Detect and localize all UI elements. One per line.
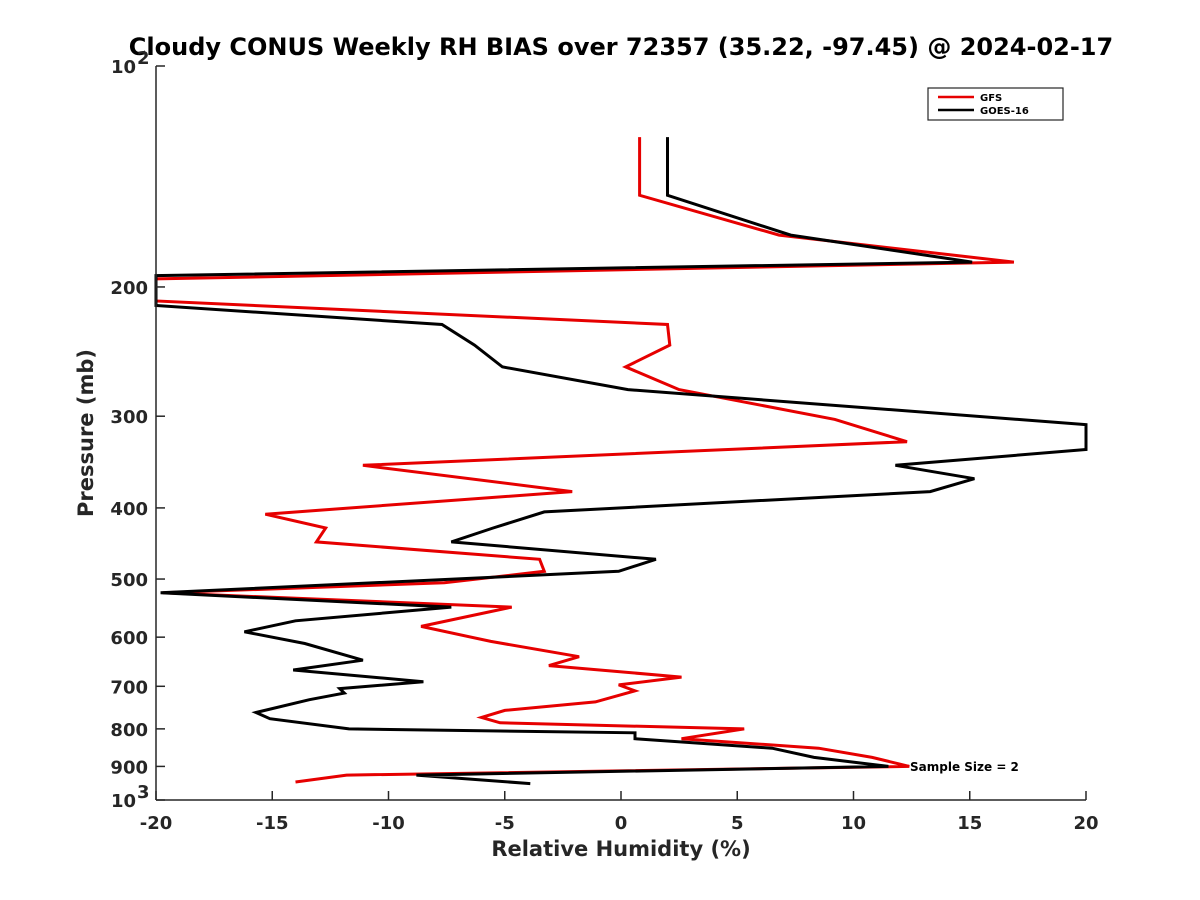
legend: GFS GOES-16 <box>927 87 1064 121</box>
sample-size-annotation: Sample Size = 2 <box>910 760 1019 774</box>
legend-box <box>927 87 1064 121</box>
plot-area <box>154 137 1088 786</box>
y-tick-label: 300 <box>110 407 148 428</box>
series-line-goes-16 <box>154 137 1088 786</box>
y-tick-label: 400 <box>110 499 148 520</box>
x-tick-label: 0 <box>615 813 628 834</box>
y-tick-label: 200 <box>110 278 148 299</box>
y-tick-exponent: 2 <box>137 48 150 69</box>
y-tick-exponent: 3 <box>137 782 150 803</box>
chart-title: Cloudy CONUS Weekly RH BIAS over 72357 (… <box>129 33 1113 61</box>
y-tick-label: 900 <box>110 757 148 778</box>
x-tick-label: 10 <box>841 813 866 834</box>
y-tick-label: 500 <box>110 570 148 591</box>
x-tick-label: 20 <box>1073 813 1098 834</box>
x-tick-label: 15 <box>957 813 982 834</box>
series-line-gfs <box>154 137 1015 784</box>
legend-label-gfs: GFS <box>980 93 1002 104</box>
y-tick-label: 600 <box>110 628 148 649</box>
y-axis-label: Pressure (mb) <box>74 349 98 517</box>
y-tick-label: 10 <box>111 791 136 812</box>
y-tick-label: 700 <box>110 677 148 698</box>
x-tick-label: -5 <box>495 813 515 834</box>
x-tick-label: -10 <box>372 813 405 834</box>
legend-label-goes-16: GOES-16 <box>980 106 1029 117</box>
x-axis-label: Relative Humidity (%) <box>491 837 750 861</box>
x-tick-label: 5 <box>731 813 744 834</box>
x-tick-label: -15 <box>256 813 289 834</box>
y-tick-label: 10 <box>111 57 136 78</box>
y-tick-label: 800 <box>110 720 148 741</box>
x-tick-label: -20 <box>140 813 173 834</box>
